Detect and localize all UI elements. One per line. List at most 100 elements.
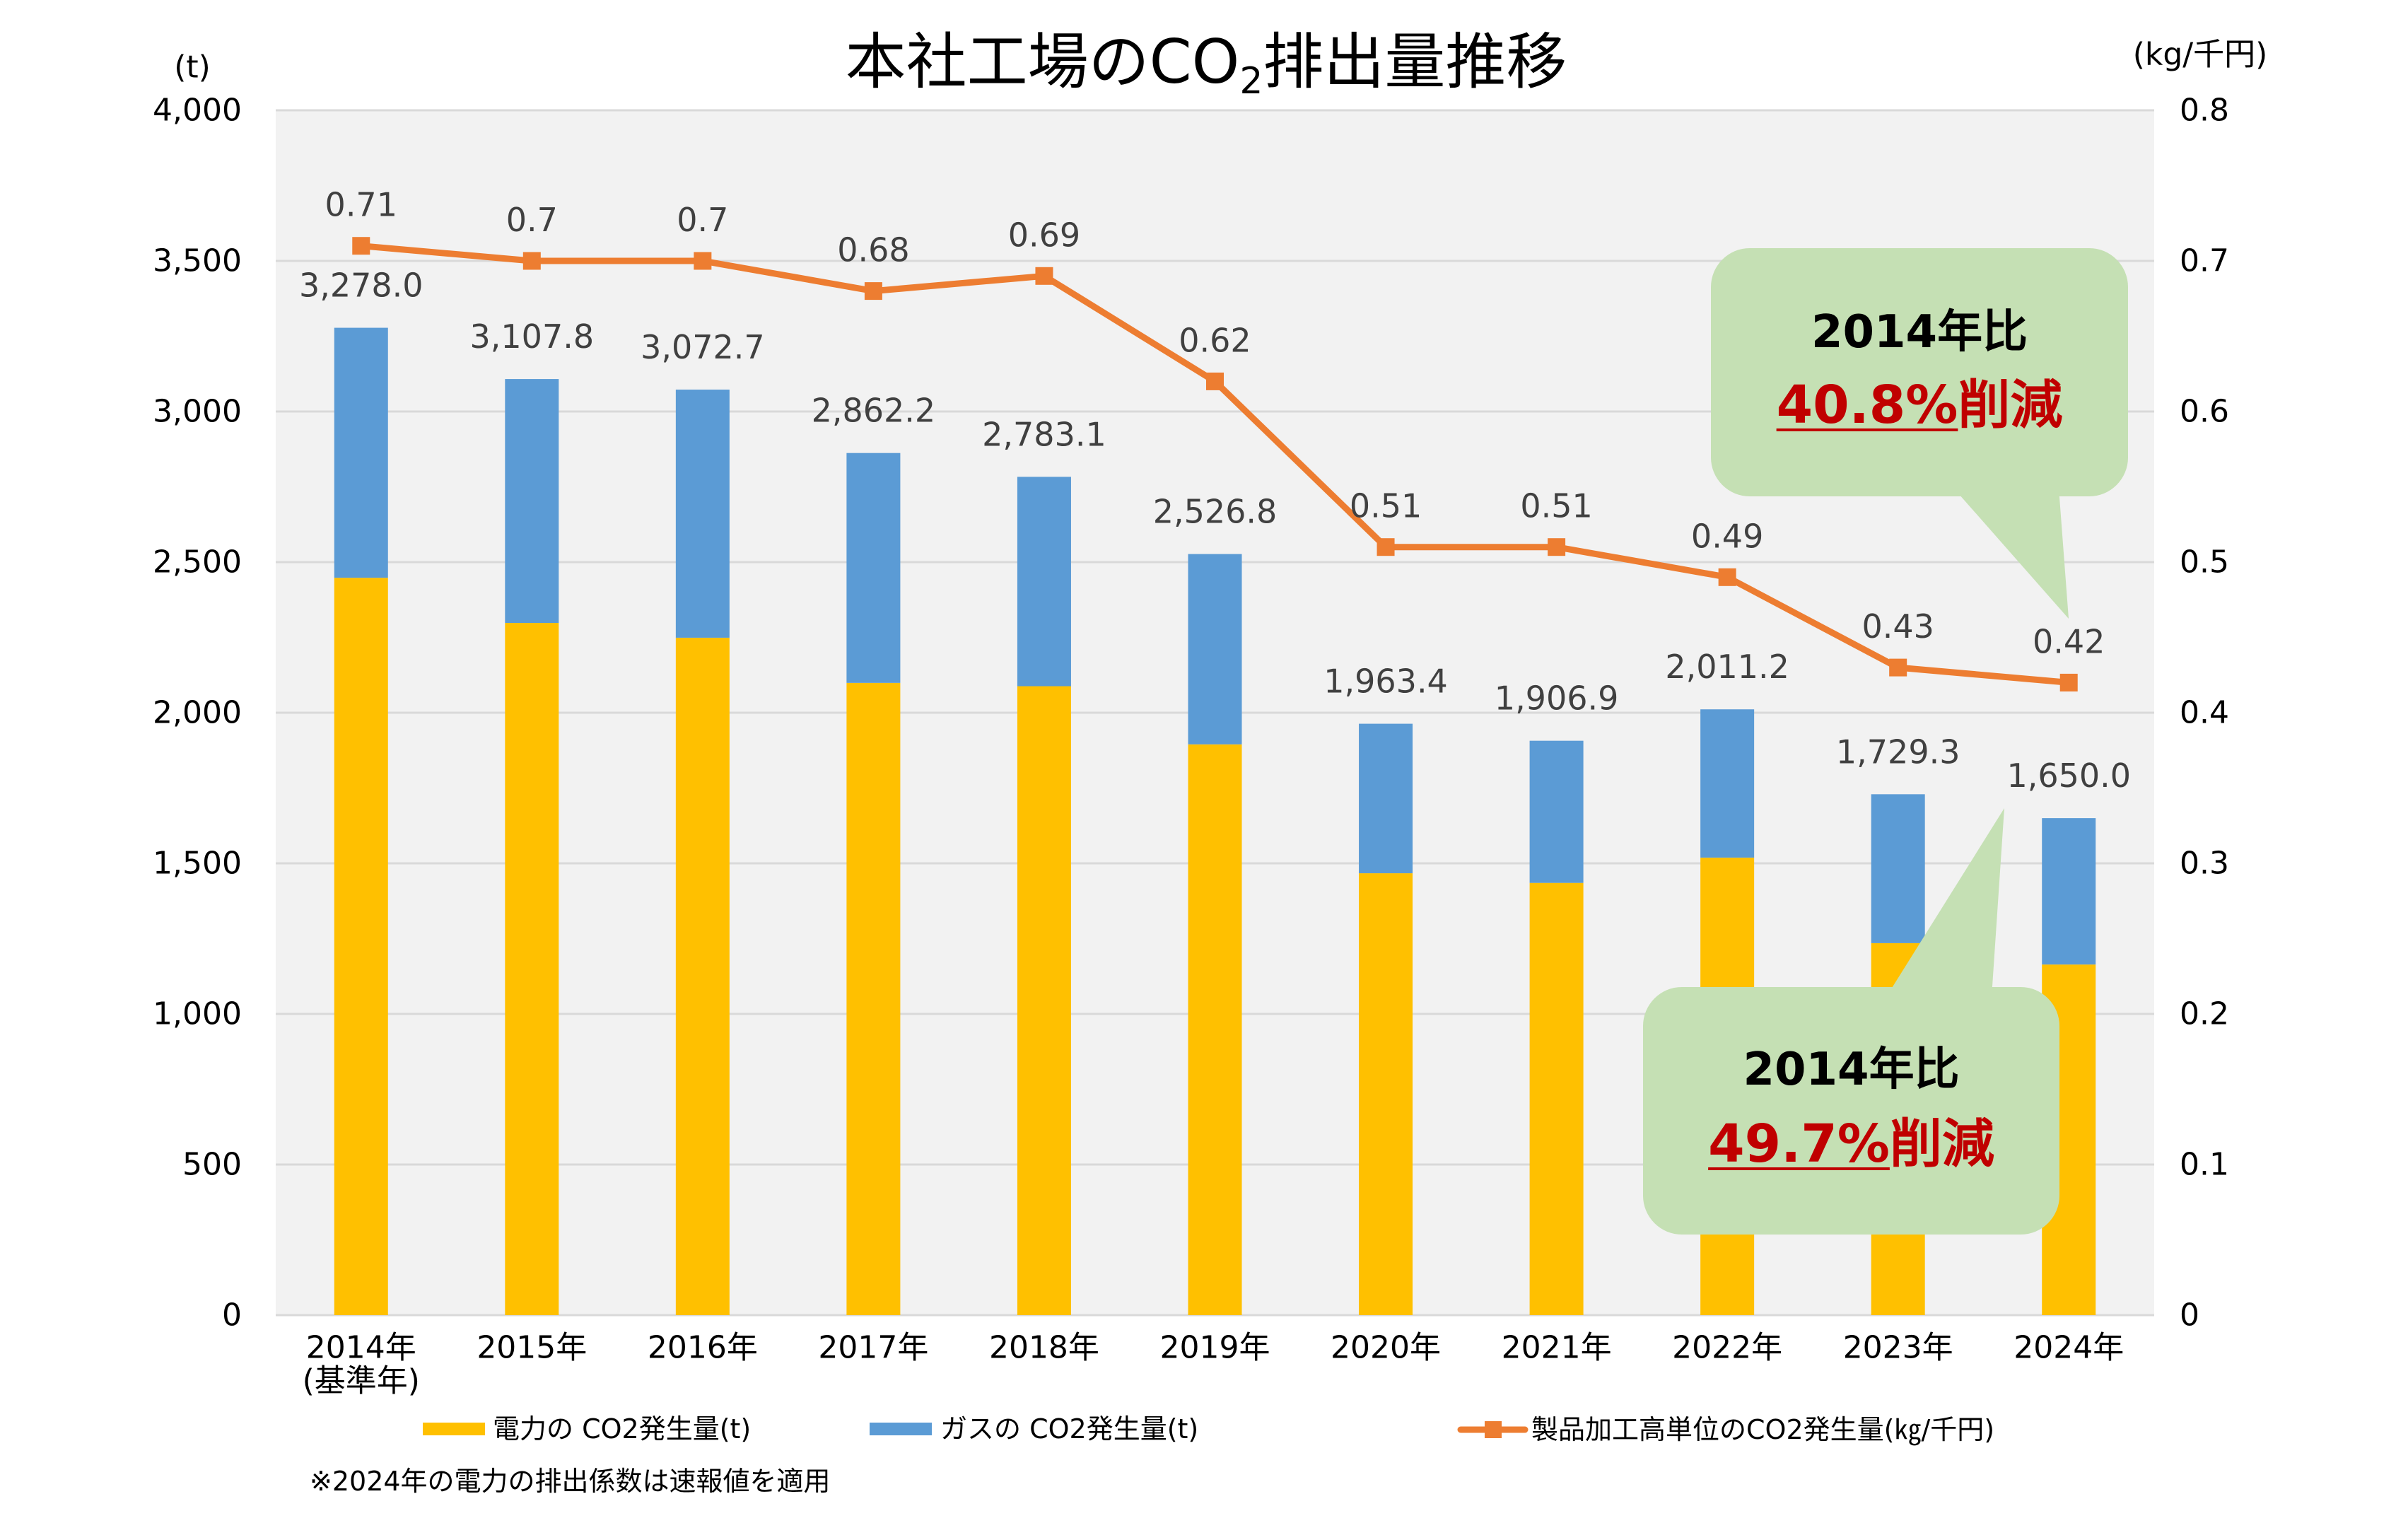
- left-axis-title: (t): [174, 49, 211, 86]
- legend-item-intensity: 製品加工高単位のCO2発生量(㎏/千円): [1457, 1414, 1994, 1446]
- bar-gas-2019: [1188, 554, 1242, 745]
- callout-reduction-suffix: 削減: [1958, 375, 2063, 436]
- chart-title-rest: 排出量推移: [1263, 27, 1567, 98]
- right-axis-tick-label: 0.1: [2180, 1147, 2229, 1183]
- left-axis-tick-label: 3,500: [153, 243, 242, 279]
- left-axis-tick-label: 2,000: [153, 695, 242, 731]
- legend-item-electricity: 電力の CO2発生量(t): [423, 1413, 751, 1445]
- bar-gas-2018: [1017, 477, 1071, 687]
- legend: 電力の CO2発生量(t) ガスの CO2発生量(t) 製品加工高単位のCO2発…: [423, 1413, 1994, 1446]
- x-axis-label-2022: 2022年: [1672, 1330, 1782, 1366]
- line-value-label-2017: 0.68: [837, 231, 909, 269]
- line-marker-2014: [352, 237, 370, 255]
- legend-label-intensity: 製品加工高単位のCO2発生量(㎏/千円): [1531, 1414, 1994, 1446]
- bar-gas-2021: [1529, 740, 1584, 883]
- line-value-label-2024: 0.42: [2033, 622, 2105, 660]
- right-axis-tick-label: 0: [2180, 1297, 2199, 1334]
- bar-gas-2020: [1359, 723, 1413, 874]
- legend-swatch-electricity: [423, 1423, 485, 1435]
- chart-title-main: 本社工場のCO: [846, 27, 1240, 98]
- left-axis-tick-label: 1,500: [153, 846, 242, 882]
- total-value-label-2017: 2,862.2: [812, 392, 936, 430]
- right-axis-tick-label: 0.5: [2180, 544, 2229, 580]
- line-value-label-2022: 0.49: [1691, 517, 1763, 555]
- callout-intensity-reduction: 2014年比 40.8%削減: [1711, 248, 2128, 496]
- right-axis-tick-label: 0.7: [2180, 243, 2229, 279]
- callout-reduction: 40.8%削減: [1711, 377, 2128, 433]
- left-axis-tick-label: 3,000: [153, 394, 242, 430]
- bar-electricity-2018: [1017, 686, 1071, 1315]
- bar-gas-2024: [2042, 818, 2096, 965]
- right-axis-title: (kg/千円): [2133, 37, 2268, 73]
- line-value-label-2020: 0.51: [1350, 487, 1422, 525]
- legend-label-electricity: 電力の CO2発生量(t): [493, 1413, 751, 1445]
- line-value-label-2014: 0.71: [325, 186, 397, 224]
- callout-tail-bar: [1886, 808, 2004, 997]
- x-axis-label-2023: 2023年: [1843, 1330, 1953, 1366]
- total-value-label-2014: 3,278.0: [299, 267, 423, 305]
- legend-label-gas: ガスの CO2発生量(t): [940, 1413, 1198, 1445]
- total-value-label-2018: 2,783.1: [982, 415, 1106, 453]
- callout-tail-line: [1953, 488, 2069, 619]
- line-marker-2021: [1548, 538, 1566, 556]
- callout-caption: 2014年比: [1743, 1044, 1960, 1096]
- chart-title-subscript: 2: [1239, 60, 1263, 103]
- left-axis-tick-label: 4,000: [153, 93, 242, 129]
- line-marker-2015: [522, 252, 541, 270]
- left-axis-tick-label: 1,000: [153, 996, 242, 1032]
- callout-reduction-suffix: 削減: [1889, 1114, 1994, 1174]
- legend-swatch-gas: [870, 1423, 932, 1435]
- x-axis-label-2021: 2021年: [1502, 1330, 1612, 1366]
- line-marker-2023: [1889, 658, 1907, 677]
- total-value-label-2021: 1,906.9: [1495, 679, 1619, 718]
- line-value-label-2016: 0.7: [677, 201, 728, 239]
- intensity-line-series: [352, 237, 2078, 692]
- line-value-label-2018: 0.69: [1008, 216, 1080, 254]
- callout-caption: 2014年比: [1811, 306, 2028, 358]
- right-axis-tick-label: 0.8: [2180, 93, 2229, 129]
- total-value-label-2022: 2,011.2: [1665, 648, 1789, 686]
- right-axis-tick-label: 0.4: [2180, 695, 2229, 731]
- total-value-label-2015: 3,107.8: [470, 317, 595, 356]
- bar-gas-2015: [505, 379, 559, 624]
- total-value-label-2023: 1,729.3: [1836, 733, 1960, 771]
- legend-marker-square-icon: [1485, 1421, 1502, 1438]
- line-marker-2018: [1035, 267, 1053, 285]
- line-value-label-2023: 0.43: [1861, 607, 1934, 646]
- bar-electricity-2017: [846, 682, 901, 1315]
- bar-electricity-2014: [334, 578, 388, 1315]
- callout-reduction: 49.7%削減: [1643, 1116, 2059, 1172]
- x-axis-sublabel-2014: (基準年): [303, 1363, 420, 1399]
- line-value-label-2019: 0.62: [1179, 321, 1251, 359]
- right-axis-tick-label: 0.2: [2180, 996, 2229, 1032]
- total-value-label-2020: 1,963.4: [1323, 663, 1448, 701]
- x-axis-label-2024: 2024年: [2014, 1330, 2124, 1366]
- left-axis-tick-label: 2,500: [153, 544, 242, 580]
- line-marker-2017: [864, 282, 882, 300]
- bar-gas-2023: [1871, 794, 1925, 943]
- bar-electricity-2020: [1359, 873, 1413, 1315]
- line-marker-2024: [2059, 673, 2078, 692]
- total-value-label-2024: 1,650.0: [2006, 757, 2131, 795]
- x-axis-label-2019: 2019年: [1160, 1330, 1270, 1366]
- footnote: ※2024年の電力の排出係数は速報値を適用: [310, 1466, 831, 1497]
- line-marker-2016: [694, 252, 712, 270]
- bar-electricity-2021: [1529, 882, 1584, 1315]
- right-axis-tick-label: 0.3: [2180, 846, 2229, 882]
- x-axis-label-2018: 2018年: [989, 1330, 1099, 1366]
- left-axis-ticks: 0 500 1,000 1,500 2,000 2,500 3,000 3,500 4,000: [153, 93, 242, 1334]
- bar-gas-2017: [846, 453, 901, 683]
- left-axis-tick-label: 0: [222, 1297, 242, 1334]
- left-axis-tick-label: 500: [182, 1147, 242, 1183]
- x-axis-label-2015: 2015年: [477, 1330, 587, 1366]
- data-labels: 3,278.0 3,107.8 3,072.7 2,862.2 2,783.1 2,526…: [299, 186, 2131, 795]
- line-value-label-2021: 0.51: [1520, 487, 1592, 525]
- right-axis-ticks: 0 0.1 0.2 0.3 0.4 0.5 0.6 0.7 0.8: [2180, 93, 2229, 1334]
- chart-title: 本社工場のCO2排出量推移: [846, 27, 1567, 103]
- callout-reduction-percent: 40.8%: [1776, 375, 1958, 436]
- x-axis-labels: 2014年(基準年) 2015年 2016年 2017年 2018年 2019年 2020年…: [303, 1330, 2124, 1399]
- line-marker-2020: [1377, 538, 1395, 556]
- callout-reduction-percent: 49.7%: [1708, 1114, 1890, 1174]
- legend-item-gas: ガスの CO2発生量(t): [870, 1413, 1198, 1445]
- callout-tails: [1886, 488, 2069, 997]
